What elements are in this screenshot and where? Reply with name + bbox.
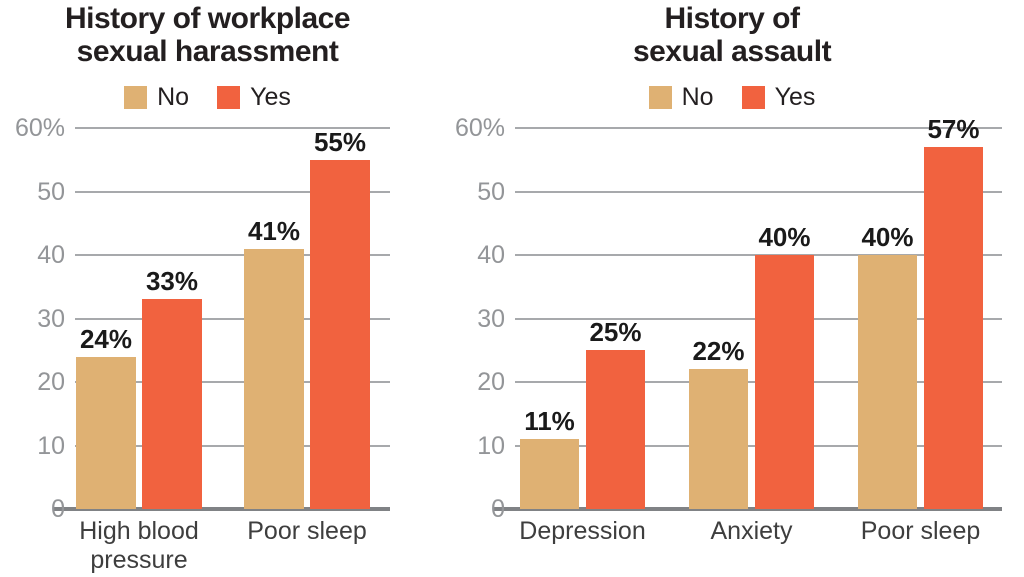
bar-yes: [310, 159, 370, 509]
chart-title-line: History of workplace: [64, 2, 351, 35]
legend-item-yes: Yes: [741, 83, 816, 112]
legend-label-no: No: [681, 83, 714, 111]
legend-item-yes: Yes: [217, 83, 291, 112]
chart-title-line: sexual harassment: [76, 35, 339, 68]
category-label: Poor sleep: [247, 517, 367, 545]
legend-label-yes: Yes: [774, 83, 816, 111]
bar-value-label: 40%: [758, 222, 811, 252]
bar-value-label: 25%: [589, 317, 642, 348]
bar-value-label: 55%: [313, 126, 367, 157]
category-label: Anxiety: [710, 517, 793, 545]
bar-no: [244, 248, 304, 509]
y-tick-label: 60%: [14, 114, 65, 142]
x-axis-baseline: [493, 507, 1002, 511]
legend-item-no: No: [648, 83, 714, 112]
y-tick-label: 0: [51, 495, 65, 523]
bar-value-label: 33%: [145, 266, 199, 297]
legend-swatch-yes-icon: [741, 86, 765, 109]
y-tick-label: 10: [37, 431, 65, 460]
gridline: [75, 381, 390, 383]
chart-title: History of sexual assault: [440, 2, 1024, 68]
category-label: Poor sleep: [860, 517, 981, 545]
bar-no: [520, 439, 579, 509]
bar-no: [858, 255, 917, 509]
bar-value-label: 24%: [79, 323, 133, 354]
bar-no: [689, 369, 748, 509]
y-tick-label: 20: [37, 368, 65, 396]
gridline: [75, 254, 390, 256]
y-tick-label: 20: [477, 368, 505, 396]
chart-title-line: History of: [664, 2, 800, 35]
y-tick-label: 40: [477, 241, 505, 269]
bar-value-label: 11%: [524, 406, 575, 437]
plot-area: 0 10 20 30 40 50 60% 11% 25% Depression 22% 40% Anxi…: [440, 0, 1024, 577]
gridline: [75, 444, 390, 447]
x-axis-baseline: [53, 507, 390, 511]
bar-value-label: 40%: [861, 222, 914, 252]
category-label: High blood pressure: [79, 517, 199, 574]
bar-value-label: 57%: [927, 114, 980, 145]
gridline: [515, 190, 1002, 193]
chart-workplace-sexual-harassment: History of workplace sexual harassment N…: [0, 0, 415, 577]
bar-yes: [924, 147, 983, 509]
legend: No Yes: [0, 83, 415, 112]
legend-swatch-no-icon: [648, 86, 672, 109]
y-tick-label: 60%: [454, 114, 505, 142]
chart-title: History of workplace sexual harassment: [0, 2, 415, 68]
legend-label-no: No: [157, 83, 190, 111]
gridline: [515, 127, 1002, 129]
bar-yes: [142, 299, 202, 509]
gridline: [75, 127, 390, 129]
y-tick-label: 30: [37, 304, 65, 333]
legend-label-yes: Yes: [250, 83, 291, 111]
chart-title-line: sexual assault: [632, 35, 832, 68]
bar-yes: [755, 255, 814, 509]
bar-no: [76, 356, 136, 509]
bar-value-label: 22%: [692, 336, 745, 367]
bar-yes: [586, 350, 645, 509]
y-tick-label: 40: [37, 241, 65, 269]
gridline: [75, 190, 390, 193]
y-tick-label: 50: [37, 177, 65, 206]
y-tick-label: 0: [491, 495, 505, 523]
legend-swatch-no-icon: [124, 86, 148, 109]
y-tick-label: 10: [477, 431, 505, 460]
y-tick-label: 30: [477, 304, 505, 333]
bar-value-label: 41%: [247, 215, 301, 246]
chart-sexual-assault: History of sexual assault No Yes 0 10 20 30…: [440, 0, 1024, 577]
legend-item-no: No: [124, 83, 189, 112]
legend: No Yes: [440, 83, 1024, 112]
gridline: [75, 317, 390, 320]
category-label: Depression: [519, 517, 646, 545]
legend-swatch-yes-icon: [217, 86, 241, 109]
plot-area: 0 10 20 30 40 50 60% 24% 33% High blood pressure 4…: [0, 0, 415, 577]
y-tick-label: 50: [477, 177, 505, 206]
